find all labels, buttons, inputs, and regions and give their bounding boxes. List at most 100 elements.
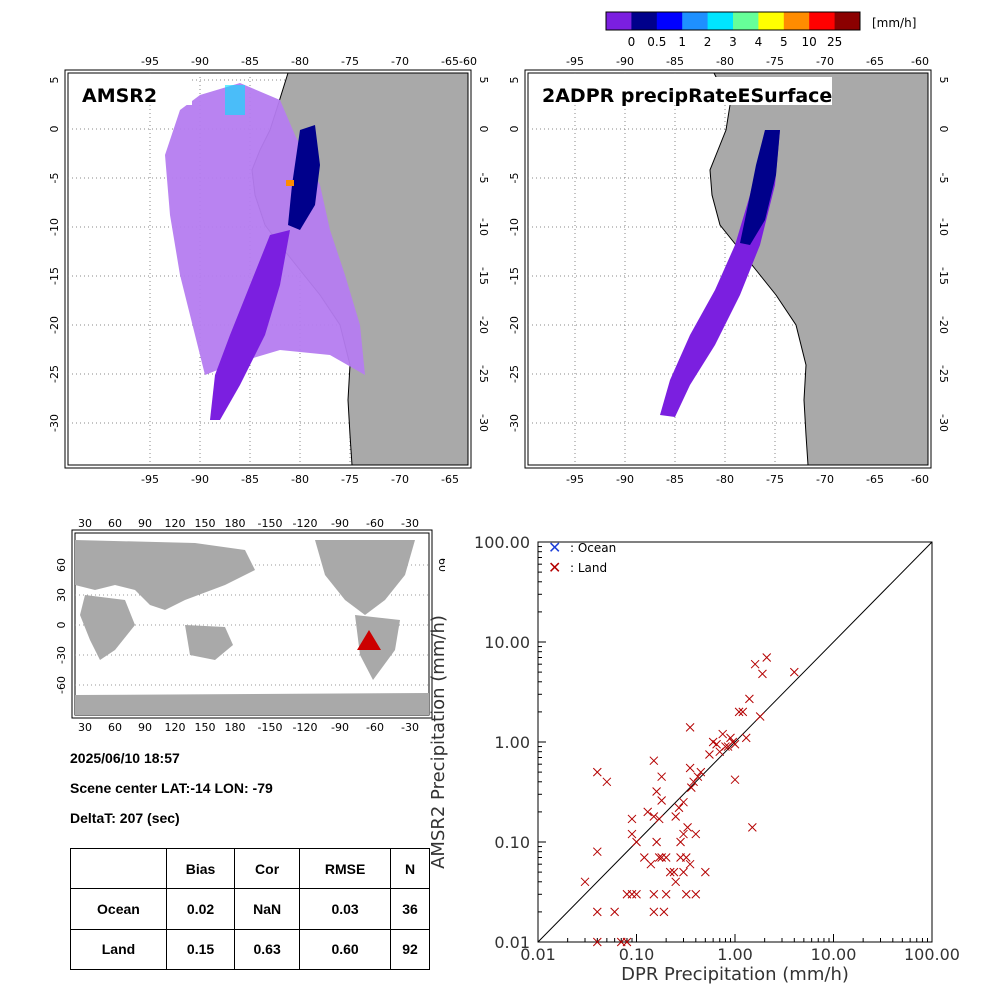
stats-row-land: Land 0.15 0.63 0.60 92 — [70, 928, 430, 971]
map-title: 2ADPR precipRateESurface — [542, 85, 832, 107]
x-tick-label: 1.00 — [717, 945, 753, 964]
scatter-point — [676, 837, 685, 847]
svg-text:-60: -60 — [459, 55, 477, 68]
svg-text:-65: -65 — [441, 473, 459, 486]
map-amsr2: AMSR2 -95 -90 -85 -80 -75 -70 -65 -60 -95 -90… — [48, 55, 490, 486]
scatter-point — [747, 823, 757, 832]
world-lat-right: 60 — [436, 558, 445, 572]
scatter-point — [580, 877, 590, 887]
world-lat-left: 60 30 0 -30 -60 — [55, 558, 68, 694]
svg-text:5: 5 — [48, 77, 61, 84]
colorbar-tick-label: 0.5 — [647, 35, 666, 49]
scatter-point — [685, 763, 695, 773]
svg-text:-5: -5 — [937, 173, 950, 184]
svg-text:60: 60 — [108, 517, 122, 530]
scatter-point — [632, 837, 641, 847]
svg-text:-85: -85 — [666, 55, 684, 68]
svg-text:-90: -90 — [191, 55, 209, 68]
svg-text:-20: -20 — [477, 316, 490, 334]
x-tick-label: 10.00 — [811, 945, 857, 964]
x-tick-label: 0.10 — [619, 945, 655, 964]
svg-text:-30: -30 — [508, 414, 521, 432]
lat-ticks-right: 5 0 -5 -10 -15 -20 -25 -30 — [477, 77, 490, 432]
svg-text:-65: -65 — [866, 473, 884, 486]
stats-header-row: Bias Cor RMSE N — [70, 847, 430, 890]
world-lon-bottom: 30 60 90 120 150 180 -150 -120 -90 -60 -30 — [78, 721, 419, 734]
scatter-point — [734, 707, 744, 717]
scatter-point — [745, 694, 754, 704]
svg-text:-85: -85 — [241, 55, 259, 68]
scatter-point — [679, 797, 688, 807]
svg-text:-15: -15 — [508, 267, 521, 285]
svg-text:-30: -30 — [55, 646, 68, 664]
svg-text:30: 30 — [78, 721, 92, 734]
scatter-point — [649, 889, 659, 899]
stats-cell: 0.02 — [165, 888, 236, 930]
scatter-point — [762, 653, 772, 662]
svg-text:-90: -90 — [616, 473, 634, 486]
stats-header-cell — [70, 847, 167, 890]
antarctica — [75, 693, 429, 715]
amsr2-heavy-band — [288, 125, 320, 230]
colorbar-swatch — [733, 12, 759, 30]
map-frame-outer — [64, 69, 472, 469]
scatter-point — [700, 867, 710, 877]
lon-ticks-top: -95 -90 -85 -80 -75 -70 -65 -60 — [566, 55, 929, 68]
svg-text:-10: -10 — [477, 218, 490, 236]
one-to-one-line — [537, 541, 933, 943]
svg-text:180: 180 — [225, 517, 246, 530]
scatter-point — [671, 877, 681, 887]
scatter-point — [657, 796, 666, 805]
scatter-point — [696, 767, 706, 777]
scatter-point — [683, 823, 692, 832]
svg-text:180: 180 — [225, 721, 246, 734]
svg-text:-25: -25 — [508, 365, 521, 383]
stats-header-cell: Cor — [234, 847, 301, 890]
svg-text:120: 120 — [165, 721, 186, 734]
axis-ticks: 0.010.01 0.10 0.10 1.00 1.00 10.00 10.00 100.00… — [474, 533, 960, 964]
svg-text:90: 90 — [138, 721, 152, 734]
svg-text:-60: -60 — [55, 676, 68, 694]
svg-text:-90: -90 — [616, 55, 634, 68]
scatter-point — [627, 829, 637, 839]
svg-text:-95: -95 — [566, 473, 584, 486]
lat-ticks-right: 5 0 -5 -10 -15 -20 -25 -30 — [937, 77, 950, 432]
scatter-point — [693, 772, 703, 782]
svg-text:0: 0 — [55, 622, 68, 629]
colorbar-tick-label: 25 — [827, 35, 842, 49]
svg-text:120: 120 — [165, 517, 186, 530]
svg-text:-10: -10 — [937, 218, 950, 236]
svg-text:0: 0 — [48, 126, 61, 133]
svg-text:-30: -30 — [401, 517, 419, 530]
lat-ticks-left: 5 0 -5 -10 -15 -20 -25 -30 — [508, 77, 521, 432]
scatter-point — [730, 775, 740, 785]
y-tick-label: 0.10 — [494, 833, 530, 852]
svg-text:0: 0 — [937, 126, 950, 133]
colorbar-swatch — [834, 12, 861, 30]
scatter-point — [685, 723, 695, 732]
scene-location-marker — [357, 630, 381, 650]
scatter-point — [705, 750, 714, 759]
scatter-point — [652, 787, 661, 796]
scatter-point — [738, 707, 748, 717]
scatter-point — [686, 783, 696, 792]
svg-text:-25: -25 — [48, 365, 61, 383]
scatter-point — [643, 807, 653, 817]
scatter-point — [679, 829, 688, 839]
svg-text:-30: -30 — [48, 414, 61, 432]
colorbar: [mm/h] 0 0.5 1 2 3 4 5 10 25 — [605, 11, 916, 49]
stats-cell: 0.63 — [234, 928, 301, 971]
x-axis-label: DPR Precipitation (mm/h) — [621, 964, 849, 985]
svg-text:-25: -25 — [477, 365, 490, 383]
map-title-bg — [532, 77, 832, 105]
world-lon-top: 30 60 90 120 150 180 -150 -120 -90 -60 -30 — [78, 517, 419, 530]
eurasia — [75, 540, 255, 610]
svg-text:-80: -80 — [291, 473, 309, 486]
stats-cell: 0.03 — [299, 888, 392, 930]
delta-t: DeltaT: 207 (sec) — [70, 810, 180, 826]
scatter-point — [741, 733, 751, 743]
svg-text:150: 150 — [195, 721, 216, 734]
colorbar-tick-label: 10 — [802, 35, 817, 49]
scatter-point — [685, 859, 695, 869]
scatter-plot: 0.010.01 0.10 0.10 1.00 1.00 10.00 10.00 100.00… — [430, 533, 960, 985]
